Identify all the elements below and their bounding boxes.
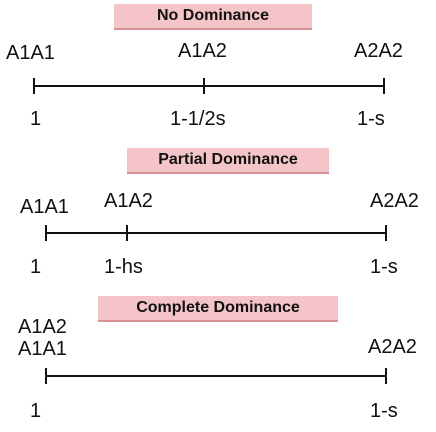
- fitness-right: 1-s: [370, 256, 398, 278]
- fitness-left: 1: [30, 256, 42, 278]
- tick-left: [33, 78, 35, 94]
- genotype-left: A1A1: [20, 196, 69, 218]
- genotype-right: A2A2: [370, 190, 419, 212]
- panel-title: No Dominance: [114, 4, 312, 30]
- genotype-middle: A1A2: [104, 190, 153, 212]
- fitness-right: 1-s: [370, 400, 398, 422]
- genotype-middle: A1A2: [178, 40, 227, 62]
- genotype-left: A1A1: [6, 42, 55, 64]
- panel-title: Partial Dominance: [127, 148, 329, 174]
- fitness-axis: [46, 232, 386, 234]
- tick-middle: [126, 225, 128, 241]
- tick-right: [385, 225, 387, 241]
- fitness-axis: [46, 375, 386, 377]
- panel-title: Complete Dominance: [98, 296, 338, 322]
- genotype-left: A1A1: [18, 338, 67, 360]
- no-dominance-panel: No Dominance A1A1 A1A2 A2A2 1 1-1/2s 1-s: [0, 0, 436, 140]
- fitness-right: 1-s: [357, 108, 385, 130]
- tick-left: [45, 368, 47, 384]
- fitness-axis: [34, 85, 384, 87]
- tick-left: [45, 225, 47, 241]
- partial-dominance-panel: Partial Dominance A1A1 A1A2 A2A2 1 1-hs …: [0, 140, 436, 290]
- fitness-middle: 1-hs: [104, 256, 143, 278]
- genotype-right: A2A2: [354, 40, 403, 62]
- genotype-right: A2A2: [368, 336, 417, 358]
- fitness-left: 1: [30, 108, 42, 130]
- tick-middle: [203, 78, 205, 94]
- genotype-left-top: A1A2: [18, 316, 67, 338]
- fitness-middle: 1-1/2s: [170, 108, 226, 130]
- tick-right: [383, 78, 385, 94]
- complete-dominance-panel: Complete Dominance A1A2 A1A1 A2A2 1 1-s: [0, 290, 436, 432]
- tick-right: [385, 368, 387, 384]
- fitness-left: 1: [30, 400, 42, 422]
